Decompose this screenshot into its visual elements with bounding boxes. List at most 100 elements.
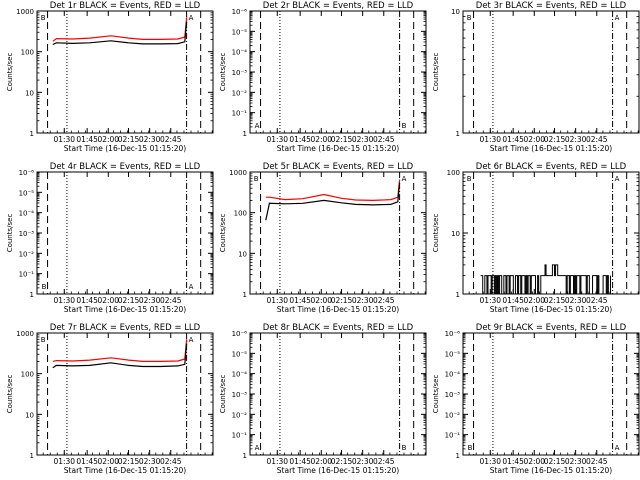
x-tick-label: 01:30 [479,457,501,466]
y-tick-label: 10⁻⁶ [232,330,248,338]
x-axis-label: Start Time (16-Dec-15 01:15:20) [64,466,186,475]
bottom-marker-right: A [615,444,620,452]
x-tick-label: 01:45 [289,135,311,144]
x-axis-label: Start Time (16-Dec-15 01:15:20) [64,305,186,314]
panel-det-4: Det 4r BLACK = Events, RED = LLD 1 10⁻¹ 10⁻… [6,162,214,314]
plot-frame [249,171,427,295]
x-tick-label: 02:30 [565,296,587,305]
events-series-line [265,182,401,221]
lld-series-line [52,339,188,362]
panel-title: Det 3r BLACK = Events, RED = LLD [476,1,627,11]
x-tick-label: 02:15 [118,457,140,466]
y-tick-label: 1 [243,452,247,460]
y-tick-label: 10⁻² [232,89,248,97]
y-tick-label: 10⁻¹ [232,110,248,118]
panel-title: Det 4r BLACK = Events, RED = LLD [50,162,201,172]
events-series-line [52,343,188,369]
y-tick-label: 10⁻⁴ [232,371,248,379]
y-tick-label: 10 [238,250,247,258]
x-tick-label: 02:45 [373,296,395,305]
x-tick-label: 02:30 [565,135,587,144]
corner-marker-right: A [189,14,194,22]
x-tick-label: 01:30 [53,135,75,144]
corner-marker-left: B [254,175,259,183]
y-tick-label: 100 [234,210,247,218]
x-tick-label: 02:00 [310,296,332,305]
x-tick-label: 01:30 [479,135,501,144]
x-axis-label: Start Time (16-Dec-15 01:15:20) [490,466,612,475]
y-tick-label: 10⁻² [19,250,35,258]
corner-marker-right: A [615,14,620,22]
events-series-line [52,21,188,46]
y-tick-label: 10⁻⁴ [232,49,248,57]
plot-frame [462,10,640,134]
x-tick-label: 02:15 [331,296,353,305]
panel-title: Det 2r BLACK = Events, RED = LLD [263,1,414,11]
x-tick-label: 01:30 [266,296,288,305]
y-tick-label: 10⁻¹ [232,432,248,440]
x-tick-label: 02:45 [586,135,608,144]
y-tick-label: 10⁻⁵ [232,28,248,36]
panel-title: Det 5r BLACK = Events, RED = LLD [263,162,414,172]
y-tick-label: 10⁻¹ [445,432,461,440]
y-tick-label: 1000 [229,169,247,177]
x-tick-label: 02:15 [331,135,353,144]
y-tick-label: 10⁻⁶ [19,169,35,177]
x-axis-label: Start Time (16-Dec-15 01:15:20) [277,144,399,153]
x-tick-label: 02:15 [544,135,566,144]
y-tick-label: 100 [447,169,460,177]
plot-frame [36,10,214,134]
y-axis-label: Counts/sec [432,53,440,92]
x-tick-label: 02:00 [523,457,545,466]
bottom-marker-left: B [42,283,47,291]
y-axis-label: Counts/sec [432,375,440,414]
x-tick-label: 02:45 [160,135,182,144]
y-tick-label: 1 [30,452,34,460]
bottom-marker-left: A [255,444,260,452]
y-tick-label: 10⁻¹ [19,271,35,279]
bottom-marker-right: B [402,122,407,130]
panel-det-3: Det 3r BLACK = Events, RED = LLD 1 10 Count… [432,1,640,153]
x-axis-label: Start Time (16-Dec-15 01:15:20) [277,466,399,475]
x-tick-label: 01:30 [266,135,288,144]
x-tick-label: 01:30 [53,296,75,305]
x-tick-label: 02:00 [97,457,119,466]
x-tick-label: 02:15 [544,457,566,466]
lld-series-line [265,179,401,202]
x-tick-label: 01:30 [479,296,501,305]
x-tick-label: 01:45 [76,457,98,466]
panel-det-2: Det 2r BLACK = Events, RED = LLD 1 10⁻¹ 10⁻… [219,1,427,153]
panel-det-1: Det 1r BLACK = Events, RED = LLD 1 10 100 10… [6,1,214,153]
x-tick-label: 01:45 [502,457,524,466]
y-axis-label: Counts/sec [219,53,227,92]
y-tick-label: 1 [30,130,34,138]
corner-marker-right: A [402,175,407,183]
y-tick-label: 10⁻³ [19,230,35,238]
y-tick-label: 10⁻³ [232,69,248,77]
x-tick-label: 02:00 [523,135,545,144]
corner-marker-right: A [189,336,194,344]
x-tick-label: 01:30 [53,457,75,466]
y-tick-label: 10⁻³ [232,391,248,399]
panel-det-5: Det 5r BLACK = Events, RED = LLD 1 10 100 10… [219,162,427,314]
y-tick-label: 1 [456,452,460,460]
x-tick-label: 02:30 [352,135,374,144]
y-tick-label: 1000 [16,8,34,16]
panel-det-7: Det 7r BLACK = Events, RED = LLD 1 10 100 10… [6,323,214,475]
y-axis-label: Counts/sec [6,53,14,92]
y-tick-label: 10 [451,8,460,16]
panel-title: Det 1r BLACK = Events, RED = LLD [50,1,201,11]
panel-title: Det 6r BLACK = Events, RED = LLD [476,162,627,172]
corner-marker-left: B [467,175,472,183]
y-tick-label: 10⁻⁴ [19,210,35,218]
y-tick-label: 10⁻⁵ [232,350,248,358]
x-tick-label: 02:15 [544,296,566,305]
x-axis-label: Start Time (16-Dec-15 01:15:20) [490,144,612,153]
panel-title: Det 7r BLACK = Events, RED = LLD [50,323,201,333]
plot-frame [36,332,214,456]
x-tick-label: 02:30 [565,457,587,466]
x-tick-label: 02:45 [160,296,182,305]
x-tick-label: 02:00 [523,296,545,305]
x-tick-label: 02:00 [310,457,332,466]
